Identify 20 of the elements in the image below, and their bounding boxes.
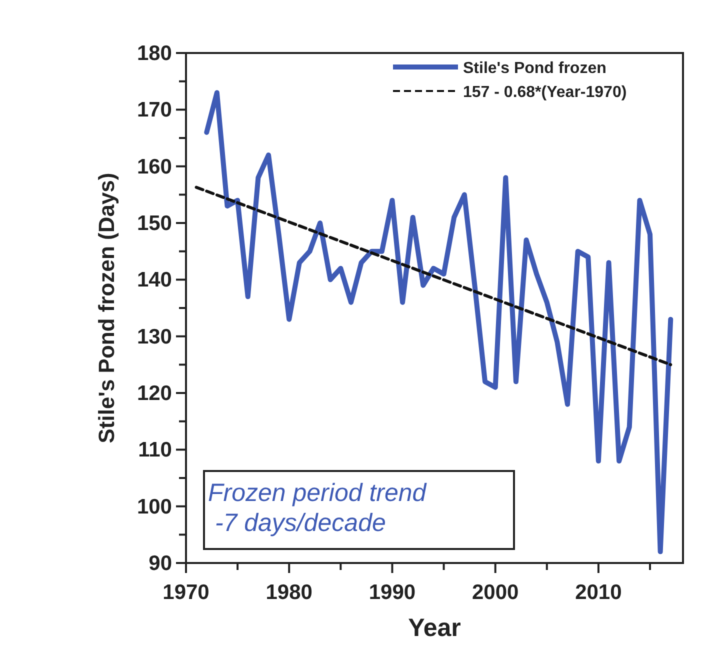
x-tick-label: 1990	[368, 581, 416, 604]
y-tick-label: 160	[136, 155, 172, 178]
x-axis-title: Year	[408, 614, 462, 642]
y-tick-label: 140	[136, 268, 172, 292]
x-tick-label: 2010	[575, 581, 622, 604]
legend-label: 157 - 0.68*(Year-1970)	[463, 84, 627, 101]
x-tick-label: 1980	[266, 581, 312, 604]
x-tick-label: 1970	[162, 581, 210, 604]
x-tick-label: 2000	[472, 581, 519, 604]
y-axis-title: Stile's Pond frozen (Days)	[94, 172, 119, 444]
y-tick-label: 100	[136, 495, 172, 518]
y-tick-label: 130	[136, 325, 172, 348]
y-tick-label: 90	[148, 552, 172, 575]
y-tick-label: 170	[136, 98, 172, 122]
legend-label: Stile's Pond frozen	[463, 60, 606, 77]
y-tick-label: 110	[138, 438, 172, 462]
y-tick-label: 120	[136, 382, 172, 405]
y-tick-label: 150	[136, 212, 172, 235]
y-tick-label: 180	[136, 42, 172, 65]
annotation: Frozen period trend -7 days/decade	[208, 479, 428, 537]
